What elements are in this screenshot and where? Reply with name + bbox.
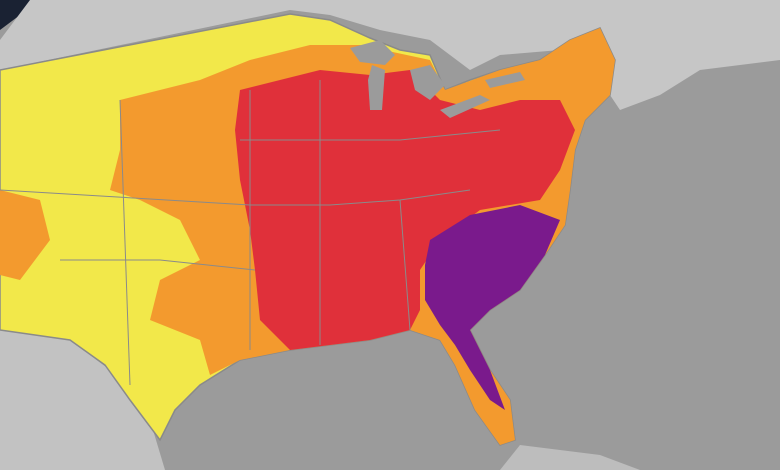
lake-huron [410,65,445,100]
lake-superior [350,40,395,65]
canada [0,0,780,110]
border-line [119,99,131,386]
cuba [500,445,640,470]
border-line [240,129,501,141]
lake-michigan [368,65,385,110]
us-purple [425,205,560,410]
border-line [399,199,411,331]
state-borders [0,80,501,386]
orange-patch [0,190,50,280]
border-line [0,189,471,206]
mexico [0,330,165,470]
lake-erie [440,95,490,118]
border-line [60,259,256,271]
lake-ontario [485,72,525,88]
